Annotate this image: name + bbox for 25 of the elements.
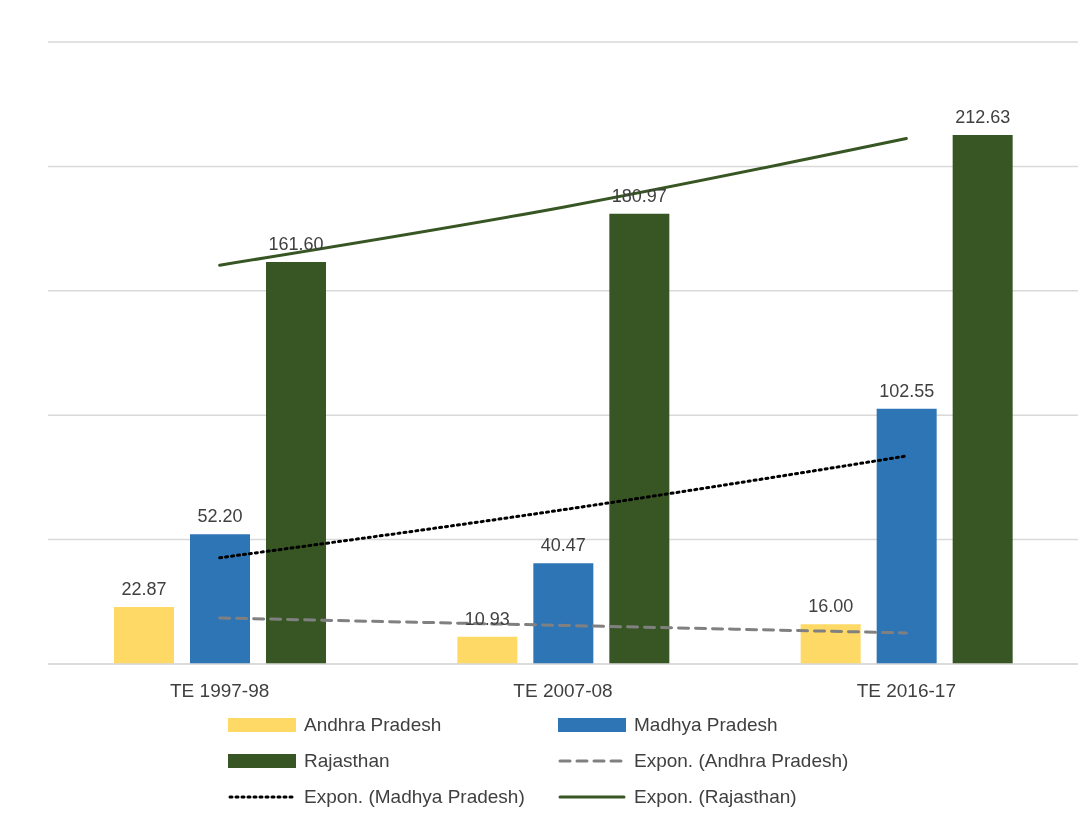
x-tick-label: TE 2016-17: [856, 680, 956, 702]
legend-label: Madhya Pradesh: [634, 714, 778, 736]
legend-label: Andhra Pradesh: [304, 714, 442, 736]
x-tick-label: TE 1997-98: [170, 680, 270, 702]
bar: [457, 636, 518, 664]
data-label: 102.55: [879, 380, 935, 401]
data-label: 16.00: [808, 596, 854, 617]
bar: [952, 134, 1013, 664]
bar: [876, 408, 937, 664]
bar: [609, 213, 670, 664]
legend-label: Rajasthan: [304, 750, 390, 772]
bar: [800, 624, 861, 664]
legend-label: Expon. (Andhra Pradesh): [634, 750, 849, 772]
data-label: 22.87: [121, 579, 167, 600]
legend-label: Expon. (Madhya Pradesh): [304, 786, 525, 808]
bar: [533, 563, 594, 664]
data-label: 40.47: [540, 535, 586, 556]
data-label: 212.63: [955, 106, 1011, 127]
bar: [266, 261, 326, 664]
bar: [190, 534, 250, 664]
bar: [114, 607, 174, 664]
legend-label: Expon. (Rajasthan): [634, 786, 797, 808]
data-label: 52.20: [197, 506, 243, 527]
x-tick-label: TE 2007-08: [513, 680, 613, 702]
data-label: 161.60: [268, 233, 324, 254]
